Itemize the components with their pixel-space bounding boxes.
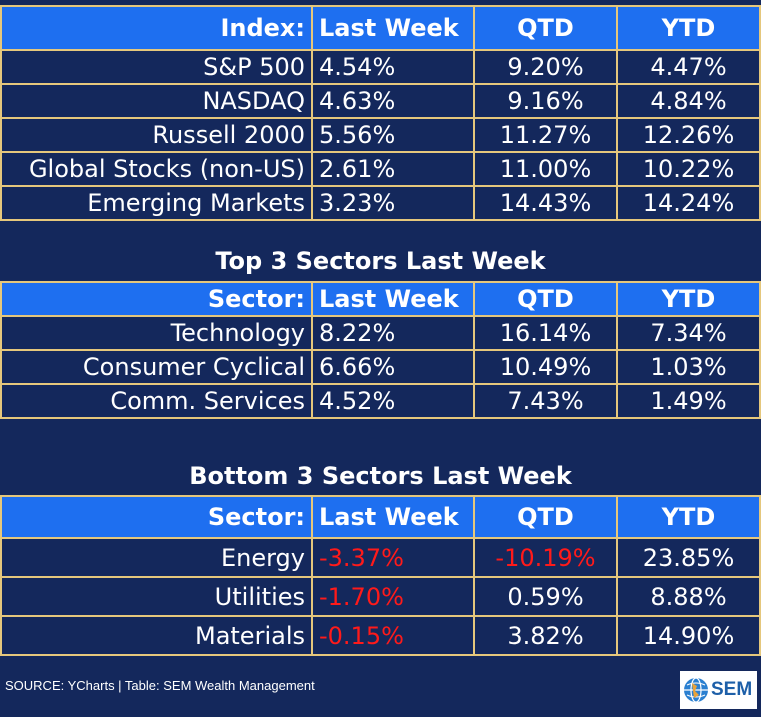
- index-performance-table: Index: Last Week QTD YTD S&P 500 4.54% 9…: [0, 5, 761, 221]
- cell-last-week: 4.63%: [311, 83, 475, 119]
- table-header-row: Sector: Last Week QTD YTD: [0, 495, 761, 539]
- header-cell: Sector:: [0, 495, 313, 539]
- cell-last-week: -3.37%: [311, 537, 475, 578]
- header-cell: Sector:: [0, 281, 313, 317]
- cell-ytd: 12.26%: [616, 117, 761, 153]
- table-row: S&P 500 4.54% 9.20% 4.47%: [0, 49, 761, 85]
- cell-ytd: 1.49%: [616, 383, 761, 419]
- header-cell: QTD: [473, 5, 618, 51]
- table-row: Emerging Markets 3.23% 14.43% 14.24%: [0, 185, 761, 221]
- cell-last-week: 5.56%: [311, 117, 475, 153]
- row-label: Materials: [0, 615, 313, 656]
- globe-icon: [684, 677, 708, 703]
- cell-qtd: 11.27%: [473, 117, 618, 153]
- row-label: Comm. Services: [0, 383, 313, 419]
- header-cell: YTD: [616, 281, 761, 317]
- table-row: NASDAQ 4.63% 9.16% 4.84%: [0, 83, 761, 119]
- cell-qtd: 3.82%: [473, 615, 618, 656]
- cell-last-week: 4.52%: [311, 383, 475, 419]
- cell-qtd: 0.59%: [473, 576, 618, 617]
- table-row: Utilities -1.70% 0.59% 8.88%: [0, 576, 761, 617]
- row-label: Technology: [0, 315, 313, 351]
- row-label: Consumer Cyclical: [0, 349, 313, 385]
- cell-ytd: 4.84%: [616, 83, 761, 119]
- cell-ytd: 4.47%: [616, 49, 761, 85]
- table-row: Materials -0.15% 3.82% 14.90%: [0, 615, 761, 656]
- header-cell: YTD: [616, 5, 761, 51]
- table-header-row: Sector: Last Week QTD YTD: [0, 281, 761, 317]
- header-cell: YTD: [616, 495, 761, 539]
- row-label: Global Stocks (non-US): [0, 151, 313, 187]
- table-row: Global Stocks (non-US) 2.61% 11.00% 10.2…: [0, 151, 761, 187]
- cell-last-week: 6.66%: [311, 349, 475, 385]
- cell-last-week: 4.54%: [311, 49, 475, 85]
- top-sectors-table: Sector: Last Week QTD YTD Technology 8.2…: [0, 281, 761, 419]
- row-label: Emerging Markets: [0, 185, 313, 221]
- cell-last-week: 8.22%: [311, 315, 475, 351]
- logo-text: SEM: [711, 679, 753, 700]
- cell-qtd: 9.20%: [473, 49, 618, 85]
- row-label: S&P 500: [0, 49, 313, 85]
- cell-ytd: 23.85%: [616, 537, 761, 578]
- row-label: NASDAQ: [0, 83, 313, 119]
- cell-last-week: 2.61%: [311, 151, 475, 187]
- cell-qtd: 14.43%: [473, 185, 618, 221]
- table-row: Energy -3.37% -10.19% 23.85%: [0, 537, 761, 578]
- cell-last-week: -0.15%: [311, 615, 475, 656]
- cell-ytd: 10.22%: [616, 151, 761, 187]
- cell-qtd: 16.14%: [473, 315, 618, 351]
- header-cell: QTD: [473, 495, 618, 539]
- header-cell: Last Week: [311, 5, 475, 51]
- cell-ytd: 14.24%: [616, 185, 761, 221]
- header-cell: Last Week: [311, 495, 475, 539]
- header-cell: Index:: [0, 5, 313, 51]
- cell-ytd: 14.90%: [616, 615, 761, 656]
- row-label: Energy: [0, 537, 313, 578]
- table-row: Consumer Cyclical 6.66% 10.49% 1.03%: [0, 349, 761, 385]
- cell-last-week: 3.23%: [311, 185, 475, 221]
- cell-ytd: 7.34%: [616, 315, 761, 351]
- cell-qtd: 9.16%: [473, 83, 618, 119]
- cell-qtd: 7.43%: [473, 383, 618, 419]
- table-header-row: Index: Last Week QTD YTD: [0, 5, 761, 51]
- cell-ytd: 8.88%: [616, 576, 761, 617]
- cell-qtd: -10.19%: [473, 537, 618, 578]
- cell-last-week: -1.70%: [311, 576, 475, 617]
- cell-qtd: 11.00%: [473, 151, 618, 187]
- table-row: Technology 8.22% 16.14% 7.34%: [0, 315, 761, 351]
- row-label: Utilities: [0, 576, 313, 617]
- row-label: Russell 2000: [0, 117, 313, 153]
- header-cell: Last Week: [311, 281, 475, 317]
- cell-ytd: 1.03%: [616, 349, 761, 385]
- table-row: Russell 2000 5.56% 11.27% 12.26%: [0, 117, 761, 153]
- bottom-sectors-table: Sector: Last Week QTD YTD Energy -3.37% …: [0, 495, 761, 656]
- top-sectors-title: Top 3 Sectors Last Week: [215, 247, 546, 275]
- bottom-sectors-title: Bottom 3 Sectors Last Week: [189, 462, 572, 490]
- cell-qtd: 10.49%: [473, 349, 618, 385]
- source-caption: SOURCE: YCharts | Table: SEM Wealth Mana…: [5, 678, 315, 693]
- table-row: Comm. Services 4.52% 7.43% 1.49%: [0, 383, 761, 419]
- sem-logo: SEM: [680, 671, 757, 709]
- header-cell: QTD: [473, 281, 618, 317]
